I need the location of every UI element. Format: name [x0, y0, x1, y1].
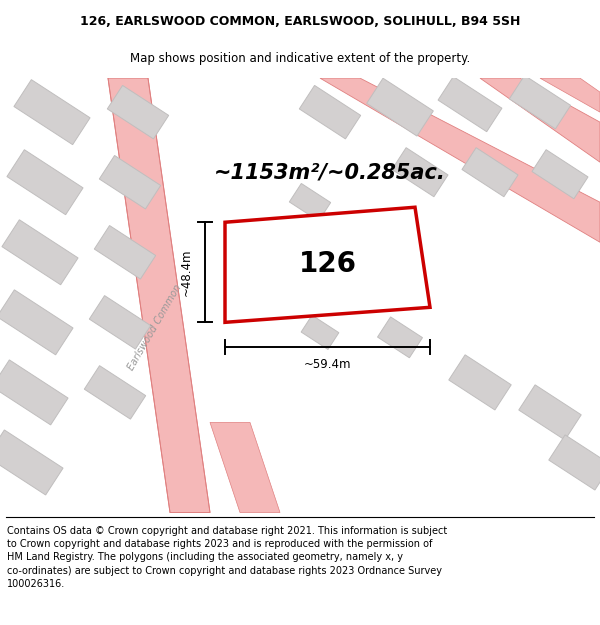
Text: 126, EARLSWOOD COMMON, EARLSWOOD, SOLIHULL, B94 5SH: 126, EARLSWOOD COMMON, EARLSWOOD, SOLIHU…	[80, 16, 520, 28]
Polygon shape	[100, 156, 161, 209]
Text: 126: 126	[299, 250, 357, 278]
Polygon shape	[392, 148, 448, 197]
Polygon shape	[519, 385, 581, 440]
Polygon shape	[377, 317, 422, 357]
Polygon shape	[108, 78, 210, 512]
Polygon shape	[7, 150, 83, 215]
Polygon shape	[210, 422, 280, 512]
Polygon shape	[368, 242, 412, 282]
Polygon shape	[295, 249, 335, 286]
Polygon shape	[0, 360, 68, 425]
Polygon shape	[225, 208, 430, 322]
Polygon shape	[89, 296, 151, 349]
Polygon shape	[2, 220, 78, 285]
Text: Contains OS data © Crown copyright and database right 2021. This information is : Contains OS data © Crown copyright and d…	[7, 526, 448, 589]
Polygon shape	[94, 226, 155, 279]
Polygon shape	[14, 79, 90, 144]
Polygon shape	[540, 78, 600, 112]
Polygon shape	[480, 78, 600, 162]
Polygon shape	[320, 78, 600, 242]
Polygon shape	[509, 76, 571, 129]
Polygon shape	[438, 77, 502, 132]
Polygon shape	[301, 315, 339, 349]
Polygon shape	[289, 184, 331, 221]
Text: ~48.4m: ~48.4m	[180, 249, 193, 296]
Polygon shape	[0, 290, 73, 355]
Polygon shape	[367, 78, 433, 136]
Text: Earlswood Common: Earlswood Common	[127, 282, 184, 372]
Polygon shape	[85, 366, 146, 419]
Text: Map shows position and indicative extent of the property.: Map shows position and indicative extent…	[130, 52, 470, 65]
Polygon shape	[532, 149, 588, 199]
Polygon shape	[549, 435, 600, 490]
Polygon shape	[462, 148, 518, 197]
Polygon shape	[107, 86, 169, 139]
Polygon shape	[299, 86, 361, 139]
Text: ~59.4m: ~59.4m	[304, 358, 351, 371]
Text: ~1153m²/~0.285ac.: ~1153m²/~0.285ac.	[214, 162, 446, 182]
Polygon shape	[0, 430, 63, 495]
Polygon shape	[449, 355, 511, 410]
